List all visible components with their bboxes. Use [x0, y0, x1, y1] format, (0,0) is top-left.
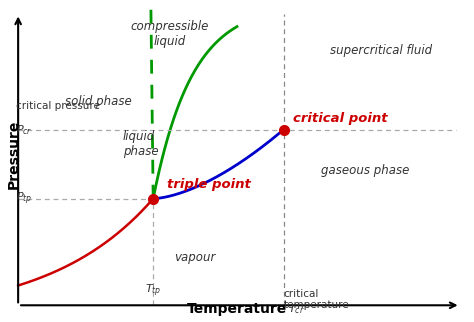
- Text: compressible
liquid: compressible liquid: [130, 20, 209, 48]
- Text: vapour: vapour: [174, 251, 216, 264]
- Text: $T_{cr}$: $T_{cr}$: [288, 302, 305, 316]
- Text: critical point: critical point: [293, 112, 388, 125]
- Text: liquid
phase: liquid phase: [123, 130, 158, 158]
- Text: gaseous phase: gaseous phase: [321, 164, 409, 176]
- Text: Pressure: Pressure: [7, 120, 20, 189]
- Text: $P_{cr}$: $P_{cr}$: [16, 123, 32, 137]
- Text: critical: critical: [283, 289, 319, 299]
- Text: supercritical fluid: supercritical fluid: [330, 44, 432, 57]
- Text: $P_{tp}$: $P_{tp}$: [16, 190, 32, 207]
- Text: critical pressure: critical pressure: [16, 101, 100, 111]
- Text: triple point: triple point: [167, 178, 251, 191]
- Text: solid phase: solid phase: [65, 95, 131, 108]
- Text: $T_{tp}$: $T_{tp}$: [145, 283, 161, 299]
- Text: Temperature: Temperature: [187, 302, 287, 316]
- Text: temperature: temperature: [283, 300, 349, 310]
